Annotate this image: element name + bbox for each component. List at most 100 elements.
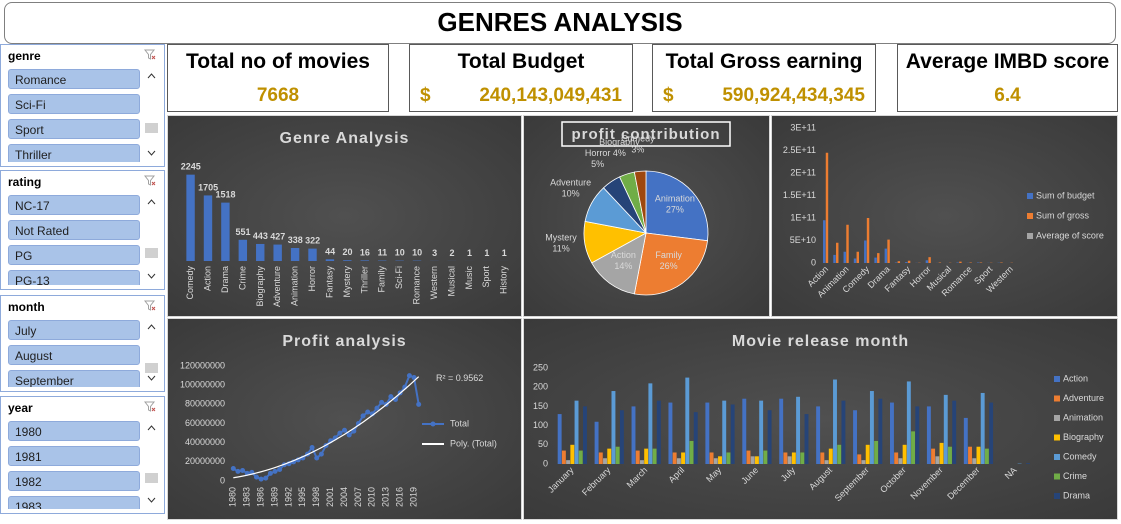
slicer-item[interactable]: Sci-Fi [8,94,140,114]
pie-label-value: 10% [562,189,580,199]
scrollbar [145,195,158,285]
kpi-currency: $ [420,85,431,107]
bar [657,401,661,464]
data-label: 1 [484,248,489,258]
arrow-down-icon [148,376,155,380]
pie-label-name: Horror [585,148,611,158]
bar [616,447,620,464]
bar [611,391,615,464]
slicer-item[interactable]: 1980 [8,421,140,441]
data-label: 10 [412,248,422,258]
chart-title: Profit analysis [282,333,406,350]
bar [826,153,828,263]
slicer-item[interactable]: Thriller [8,144,140,162]
pie-label-value: 11% [552,243,569,253]
bar [186,175,194,261]
bar [959,262,961,263]
y-tick-label: 120000000 [180,360,225,370]
bar [640,460,644,464]
arrow-up [148,325,155,329]
slicer-item[interactable]: July [8,320,140,340]
data-label: 44 [325,246,335,256]
bar [673,452,677,464]
bar [844,252,846,263]
y-tick-label: 2.5E+11 [783,145,816,155]
bar [566,460,570,464]
line-series [233,376,418,479]
legend-swatch [1027,233,1033,239]
slicer-title: year [8,401,33,415]
slicer-item[interactable]: Romance [8,69,140,89]
pie-label-name: Comedy [621,133,655,143]
kpi-value: 240,143,049,431 [479,85,622,107]
arrow-down[interactable] [145,148,158,160]
bar [948,447,952,464]
slicer-item[interactable]: PG-13 [8,270,140,285]
y-tick-label: 250 [533,362,548,372]
y-tick-label: 0 [543,458,548,468]
bar [836,243,838,263]
x-tick-label: September [833,465,871,503]
bar [911,431,915,464]
bar [1026,463,1030,464]
arrow-down[interactable] [145,271,158,283]
bar [575,401,579,464]
y-tick-label: 2E+11 [790,167,816,177]
arrow-down[interactable] [145,495,158,507]
data-label: 20 [342,247,352,257]
slicer-items: 1980 1981 1982 1983 [8,421,140,509]
slicer-item[interactable]: NC-17 [8,195,140,215]
clear-icon [152,307,155,310]
data-label: 1 [502,248,507,258]
slicer-item[interactable]: 1982 [8,471,140,491]
bar [903,445,907,464]
pie-label-value: 27% [666,205,684,215]
x-tick-label: January [546,465,576,495]
clear-filter[interactable] [144,401,156,413]
slicer-item[interactable]: Not Rated [8,220,140,240]
slicer-item[interactable]: 1981 [8,446,140,466]
bar [710,452,714,464]
slicer-item[interactable]: August [8,345,140,365]
bar [620,410,624,464]
y-tick-label: 150 [533,401,548,411]
annotation: R² = 0.9562 [436,373,483,383]
slicer-title: month [8,300,45,314]
slicer-item[interactable]: September [8,370,140,387]
clear-filter[interactable] [144,300,156,312]
slicer-title: genre [8,49,41,63]
slicer-item[interactable]: 1983 [8,496,140,509]
legend-label: Biography [1063,432,1104,442]
bar [690,441,694,464]
x-tick-label: Comedy [185,266,195,300]
bar [867,218,869,263]
x-tick-label: History [499,266,509,295]
clear-filter[interactable] [144,49,156,61]
bar [898,458,902,464]
kpi-value: 590,924,434,345 [722,85,865,107]
slicer-item[interactable]: PG [8,245,140,265]
bar [755,456,759,464]
x-tick-label: Family [377,266,387,293]
bar [308,249,316,261]
slicer-header: rating [1,171,164,193]
legend-label: Crime [1063,471,1087,481]
arrow-down[interactable] [145,373,158,385]
bar [731,404,735,464]
scroll-thumb [145,363,158,373]
kpi-label: Total no of movies [168,50,388,74]
arrow-down-icon [148,498,155,502]
bar [805,414,809,464]
bar [343,260,351,261]
kpi-currency: $ [663,85,674,107]
x-tick-label: 2004 [339,487,349,507]
x-tick-label: December [945,465,981,501]
bar [273,245,281,261]
clear-filter[interactable] [144,175,156,187]
slicer-item[interactable]: Sport [8,119,140,139]
